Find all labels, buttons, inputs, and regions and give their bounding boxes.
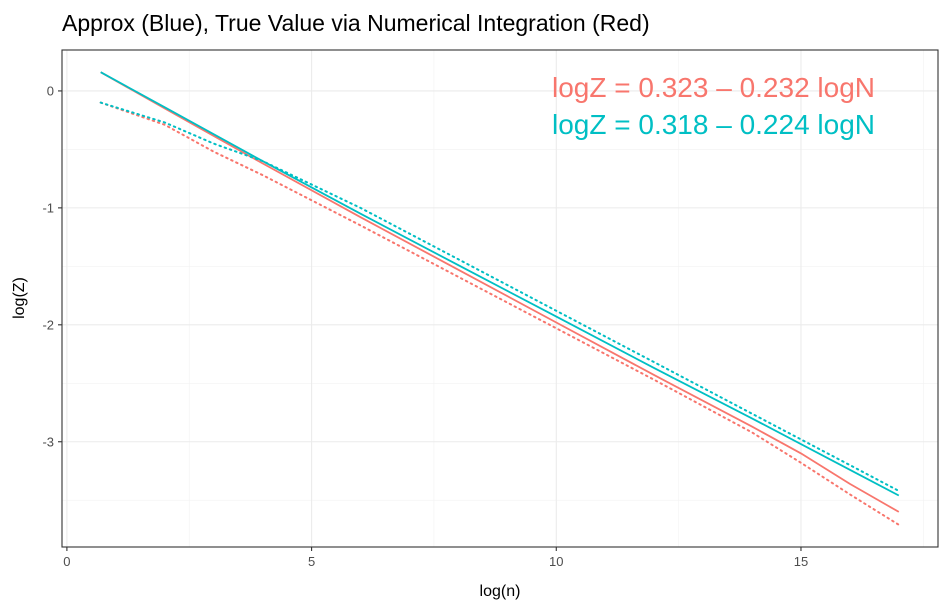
y-axis-title: log(Z) bbox=[11, 277, 28, 319]
x-tick-label: 5 bbox=[308, 554, 315, 569]
y-tick-label: -2 bbox=[42, 317, 54, 332]
series-line-1-solid bbox=[100, 71, 900, 513]
series-line-4-dotted bbox=[99, 101, 900, 492]
x-tick-label: 0 bbox=[63, 554, 70, 569]
series-line-3-dotted bbox=[99, 101, 900, 526]
series-layer bbox=[99, 71, 900, 526]
y-tick-label: -3 bbox=[42, 434, 54, 449]
x-axis: 0 5 10 15 bbox=[63, 547, 808, 569]
x-axis-title: log(n) bbox=[480, 583, 521, 600]
annotation-blue: logZ = 0.318 – 0.224 logN bbox=[552, 109, 875, 140]
grid-major bbox=[62, 50, 938, 547]
y-axis: 0 -1 -2 -3 bbox=[42, 83, 62, 449]
x-tick-label: 15 bbox=[794, 554, 808, 569]
plot-border bbox=[61, 49, 939, 548]
y-tick-label: 0 bbox=[47, 83, 54, 98]
series-line-2-solid bbox=[100, 71, 900, 497]
chart-title: Approx (Blue), True Value via Numerical … bbox=[62, 10, 650, 36]
y-tick-label: -1 bbox=[42, 200, 54, 215]
annotation-red: logZ = 0.323 – 0.232 logN bbox=[552, 72, 875, 103]
x-tick-label: 10 bbox=[549, 554, 563, 569]
